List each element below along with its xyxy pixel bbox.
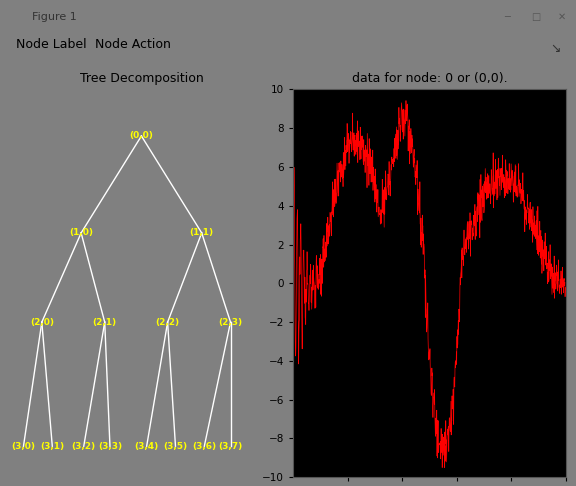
Text: Figure 1: Figure 1 bbox=[32, 12, 77, 22]
Text: (3,2): (3,2) bbox=[71, 442, 96, 451]
Text: (3,6): (3,6) bbox=[192, 442, 217, 451]
Text: (3,7): (3,7) bbox=[218, 442, 242, 451]
Text: data for node: 0 or (0,0).: data for node: 0 or (0,0). bbox=[351, 72, 507, 85]
Text: (3,3): (3,3) bbox=[98, 442, 122, 451]
Text: (3,0): (3,0) bbox=[12, 442, 36, 451]
Text: Tree Decomposition: Tree Decomposition bbox=[79, 72, 203, 85]
Text: ─: ─ bbox=[504, 12, 510, 22]
Text: ↘: ↘ bbox=[551, 42, 561, 55]
Text: (2,3): (2,3) bbox=[218, 318, 242, 327]
Text: (1,0): (1,0) bbox=[69, 228, 93, 238]
Text: (3,5): (3,5) bbox=[164, 442, 188, 451]
Text: (3,4): (3,4) bbox=[135, 442, 159, 451]
Text: Node Label: Node Label bbox=[16, 38, 86, 51]
Text: □: □ bbox=[531, 12, 540, 22]
Text: (2,0): (2,0) bbox=[30, 318, 54, 327]
Text: ✕: ✕ bbox=[558, 12, 566, 22]
Text: (2,2): (2,2) bbox=[156, 318, 180, 327]
Text: (3,1): (3,1) bbox=[40, 442, 65, 451]
Text: (1,1): (1,1) bbox=[190, 228, 214, 238]
Text: (0,0): (0,0) bbox=[130, 132, 153, 140]
Text: (2,1): (2,1) bbox=[93, 318, 117, 327]
Text: Node Action: Node Action bbox=[95, 38, 171, 51]
